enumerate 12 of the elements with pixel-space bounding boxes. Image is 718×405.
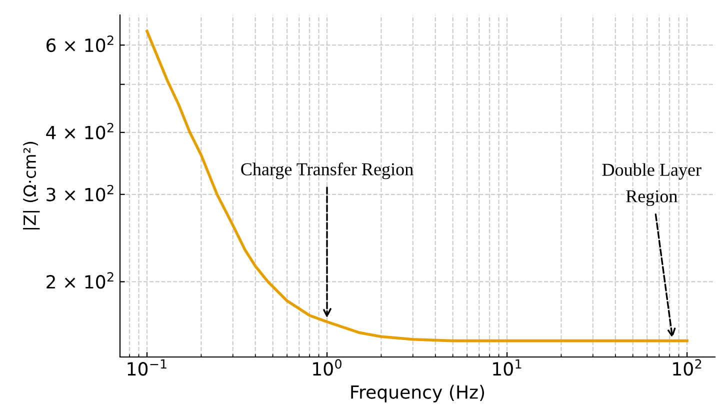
x-axis-title: Frequency (Hz) <box>351 384 484 402</box>
y-axis-title: |Z| (Ω·cm²) <box>23 142 40 230</box>
annotation: Charge Transfer Region <box>241 162 414 180</box>
y-tick-label: 2 × 10$^{2}$ <box>46 272 114 289</box>
annotation: Double Layer Region <box>602 163 702 206</box>
x-tick-label: 10$^{1}$ <box>493 359 522 376</box>
x-tick-label: 10$^{−1}$ <box>128 359 166 376</box>
x-tick-label: 10$^{2}$ <box>673 359 702 376</box>
y-tick-label: 3 × 10$^{2}$ <box>46 184 114 202</box>
y-tick-label: 4 × 10$^{2}$ <box>46 122 114 140</box>
y-tick-label: 6 × 10$^{2}$ <box>46 36 114 52</box>
x-tick-label: 10$^{0}$ <box>313 359 342 376</box>
